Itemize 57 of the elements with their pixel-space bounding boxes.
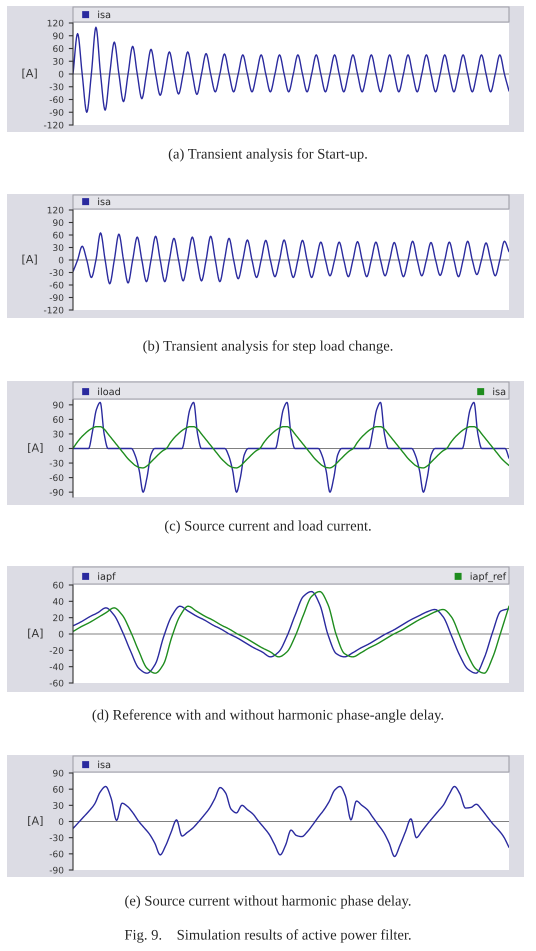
legend-label: iapf_ref [470, 572, 506, 582]
y-tick-label: -20 [50, 647, 64, 654]
y-tick-label: -90 [50, 108, 64, 116]
y-tick-label: 0 [58, 818, 64, 826]
text: (e) Source current without harmonic phase delay. [125, 895, 411, 909]
text: (d) Reference with and without harmonic phase-angle delay. [92, 709, 444, 723]
y-tick-label: -90 [50, 488, 64, 496]
y-tick-label: -30 [50, 83, 64, 90]
y-tick-label: -120 [44, 122, 64, 129]
y-tick-label: 30 [53, 244, 64, 252]
y-tick-label: 30 [53, 430, 64, 438]
y-tick-label: -30 [50, 460, 64, 467]
y-tick-label: 0 [58, 630, 64, 638]
y-axis-title: [A] [28, 443, 43, 454]
y-tick-label: 120 [48, 20, 64, 27]
y-tick-label: -60 [50, 850, 64, 858]
y-tick-label: -30 [50, 834, 64, 842]
y-tick-label: -90 [50, 866, 64, 874]
y-tick-label: 90 [53, 32, 64, 40]
y-tick-label: -90 [50, 294, 64, 302]
legend-label: isa [98, 760, 110, 768]
text: (a) Transient analysis for Start-up. [168, 148, 367, 162]
y-axis-title: [A] [22, 68, 37, 79]
y-axis-title: [A] [22, 254, 37, 265]
legend-label: iapf [98, 572, 116, 582]
y-tick-label: 60 [53, 232, 64, 239]
y-tick-label: -120 [44, 306, 64, 314]
y-tick-label: -60 [50, 474, 64, 482]
text: (c) Source current and load current. [164, 520, 371, 534]
y-tick-label: 120 [48, 206, 64, 214]
y-tick-label: 0 [58, 70, 64, 78]
legend-label: isa [98, 10, 110, 18]
y-tick-label: -30 [50, 269, 64, 276]
caption: Fig. 9. Simulation results of active power filter. [124, 929, 411, 943]
y-axis-title: [A] [28, 628, 43, 639]
y-tick-label: 30 [53, 802, 64, 809]
y-tick-label: 30 [53, 58, 64, 65]
text: (b) Transient analysis for step load change. [143, 340, 392, 354]
y-tick-label: 90 [53, 770, 64, 777]
legend-label: isa [98, 198, 110, 206]
y-tick-label: -60 [50, 96, 64, 104]
y-tick-label: 20 [53, 614, 64, 622]
y-tick-label: -60 [50, 282, 64, 289]
y-tick-label: 60 [53, 416, 64, 423]
y-tick-label: -60 [50, 680, 64, 687]
y-tick-label: -40 [50, 663, 64, 670]
legend-label: isa [493, 388, 506, 396]
y-tick-label: 90 [53, 219, 64, 226]
y-tick-label: 40 [52, 598, 64, 605]
y-tick-label: 60 [53, 45, 64, 52]
y-tick-label: 60 [53, 582, 64, 589]
y-tick-label: 90 [53, 402, 64, 408]
legend-label: iload [98, 388, 120, 396]
y-tick-label: 0 [58, 256, 64, 264]
y-tick-label: 0 [58, 445, 64, 452]
y-axis-title: [A] [28, 816, 43, 826]
y-tick-label: 60 [53, 786, 64, 793]
